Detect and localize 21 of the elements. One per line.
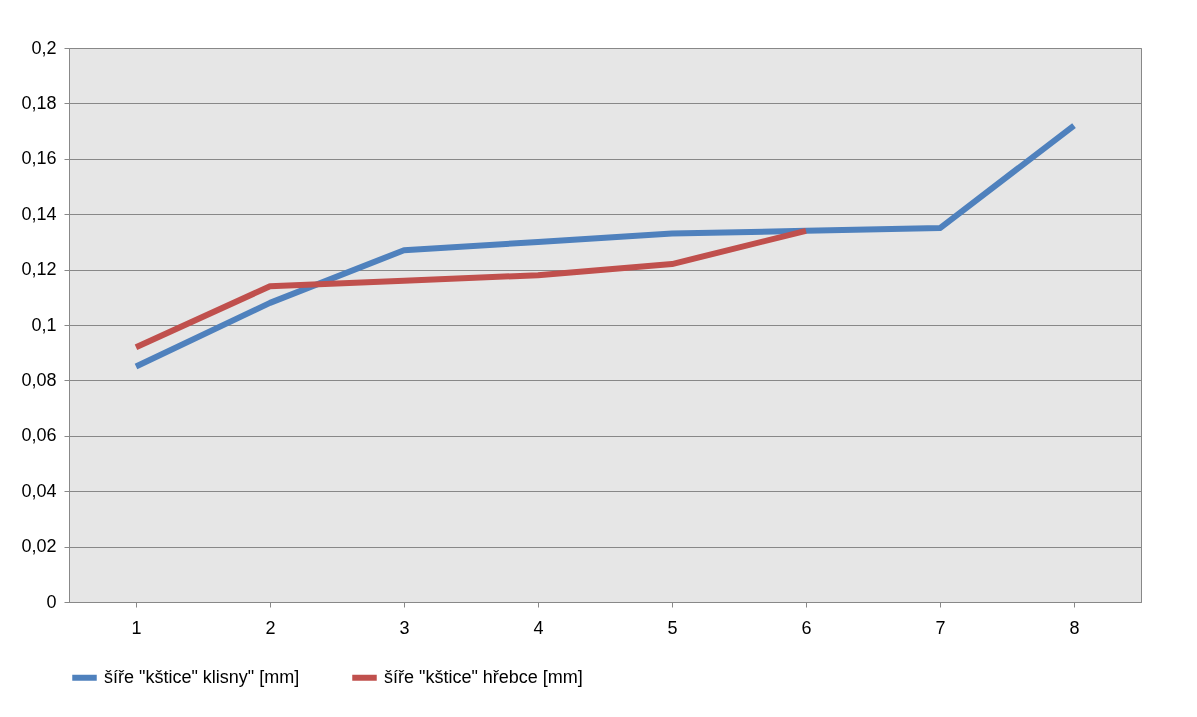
x-tick-label: 5 xyxy=(667,617,678,638)
y-tick-label: 0,18 xyxy=(21,92,57,113)
y-tick-label: 0 xyxy=(46,591,57,612)
x-tick-label: 2 xyxy=(265,617,276,638)
y-tick-label: 0,12 xyxy=(21,259,57,280)
y-tick-label: 0,1 xyxy=(31,314,57,335)
y-tick-label: 0,16 xyxy=(21,148,57,169)
x-tick-label: 4 xyxy=(533,617,544,638)
y-tick-label: 0,06 xyxy=(21,425,57,446)
y-tick-label: 0,02 xyxy=(21,536,57,557)
y-tick-label: 0,04 xyxy=(21,480,57,501)
x-tick-label: 6 xyxy=(801,617,812,638)
legend-label: šíře "kštice" hřebce [mm] xyxy=(384,666,583,687)
y-tick-label: 0,08 xyxy=(21,369,57,390)
x-tick-label: 3 xyxy=(399,617,410,638)
y-tick-label: 0,2 xyxy=(31,37,57,58)
y-tick-label: 0,14 xyxy=(21,203,57,224)
x-tick-label: 7 xyxy=(935,617,946,638)
legend-label: šíře "kštice" klisny" [mm] xyxy=(104,666,300,687)
x-tick-label: 8 xyxy=(1069,617,1080,638)
x-tick-label: 1 xyxy=(131,617,142,638)
